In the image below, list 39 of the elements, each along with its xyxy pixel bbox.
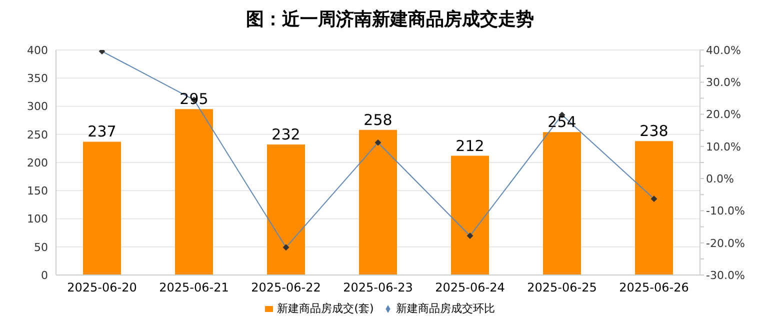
bar (635, 141, 673, 275)
y-tick-label: 150 (27, 184, 48, 198)
bar (543, 132, 581, 275)
y2-tick-label: 10.0% (706, 140, 741, 154)
y2-tick-label: 30.0% (706, 76, 741, 90)
legend-label: 新建商品房成交(套) (277, 302, 374, 315)
x-tick-label: 2025-06-26 (619, 280, 689, 295)
x-tick-label: 2025-06-24 (435, 280, 505, 295)
legend-label: 新建商品房成交环比 (396, 302, 495, 315)
y-tick-label: 250 (27, 128, 48, 142)
y2-tick-label: 40.0% (706, 44, 741, 57)
bar (83, 142, 121, 275)
x-tick-label: 2025-06-23 (343, 280, 413, 295)
data-label: 238 (640, 122, 668, 140)
data-label: 258 (364, 110, 392, 129)
chart-title: 图：近一周济南新建商品房成交走势 (245, 8, 535, 32)
y-tick-label: 300 (27, 100, 48, 114)
bar (359, 130, 397, 275)
x-tick-label: 2025-06-22 (251, 280, 321, 295)
y-tick-label: 0 (41, 268, 48, 282)
bar (267, 144, 305, 275)
bar (451, 156, 489, 275)
y-tick-label: 200 (27, 156, 48, 170)
data-label: 237 (88, 122, 116, 141)
y2-tick-label: 0.0% (706, 172, 734, 186)
y2-tick-label: -30.0% (706, 268, 745, 282)
y-tick-label: 400 (27, 44, 48, 57)
bar (175, 109, 213, 275)
data-label: 232 (272, 126, 300, 144)
y-tick-label: 50 (34, 240, 48, 254)
y2-tick-label: -10.0% (706, 204, 745, 218)
data-label: 212 (456, 136, 484, 155)
y-tick-label: 350 (27, 72, 48, 86)
y2-tick-label: 20.0% (706, 108, 741, 122)
x-tick-label: 2025-06-21 (159, 280, 229, 295)
y-tick-label: 100 (27, 212, 48, 226)
x-tick-label: 2025-06-20 (67, 280, 137, 295)
x-tick-label: 2025-06-25 (527, 280, 597, 295)
y2-tick-label: -20.0% (706, 236, 745, 250)
